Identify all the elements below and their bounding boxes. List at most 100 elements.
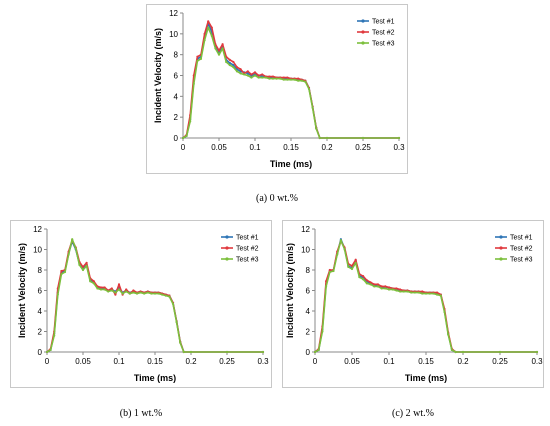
data-point-test-3 (103, 288, 106, 291)
data-point-test-3 (454, 350, 457, 354)
data-point-test-3 (315, 127, 318, 130)
x-tick-label: 0.05 (344, 357, 360, 366)
data-point-test-2 (362, 275, 365, 278)
data-point-test-3 (185, 134, 188, 138)
data-point-test-3 (179, 341, 182, 344)
data-point-test-3 (350, 267, 354, 271)
data-point-test-2 (103, 286, 106, 289)
data-point-test-3 (257, 76, 260, 79)
data-point-test-3 (339, 239, 342, 242)
data-point-test-2 (250, 73, 253, 76)
data-point-test-3 (225, 350, 229, 354)
data-point-test-3 (214, 47, 217, 50)
data-point-test-3 (78, 263, 81, 266)
data-point-test-3 (417, 291, 420, 294)
data-point-test-3 (447, 333, 450, 336)
data-point-test-3 (114, 291, 117, 294)
data-point-test-3 (121, 292, 124, 295)
y-tick-label: 0 (306, 348, 311, 357)
caption-c: (c) 2 wt.% (392, 408, 434, 419)
data-point-test-3 (307, 87, 311, 91)
x-tick-label: 0.1 (383, 357, 395, 366)
data-point-test-3 (271, 77, 275, 80)
y-tick-label: 8 (38, 266, 43, 275)
x-tick-label: 0.3 (393, 143, 405, 152)
data-point-test-3 (225, 60, 228, 64)
data-point-test-2 (210, 26, 213, 29)
data-point-test-3 (347, 265, 350, 269)
y-tick-label: 6 (38, 287, 43, 296)
data-point-test-3 (210, 34, 213, 38)
data-point-test-3 (461, 350, 465, 354)
y-tick-label: 6 (174, 72, 179, 81)
y-tick-label: 2 (174, 113, 179, 122)
x-tick-label: 0.2 (321, 143, 333, 152)
data-point-test-3 (107, 290, 110, 293)
legend-label-test-2: Test #2 (510, 246, 533, 253)
data-point-test-3 (196, 59, 199, 63)
data-point-test-3 (436, 293, 439, 296)
data-point-test-2 (232, 60, 235, 64)
legend-label-test-3: Test #3 (236, 257, 259, 264)
x-tick-label: 0.25 (492, 357, 508, 366)
data-point-test-3 (289, 78, 293, 81)
data-point-test-3 (361, 136, 365, 140)
data-point-test-3 (318, 136, 321, 140)
data-point-test-3 (391, 288, 394, 291)
data-point-test-3 (406, 290, 409, 293)
y-tick-label: 8 (306, 266, 311, 275)
data-point-test-3 (182, 350, 185, 354)
data-point-test-3 (376, 285, 379, 288)
data-point-test-3 (413, 291, 416, 294)
data-point-test-2 (217, 49, 221, 52)
legend-marker-test-3 (499, 257, 503, 261)
caption-a: (a) 0 wt.% (256, 193, 298, 204)
legend-label-test-1: Test #1 (372, 19, 395, 26)
data-point-test-2 (286, 76, 289, 79)
data-point-test-3 (150, 292, 153, 295)
data-point-test-2 (235, 66, 239, 69)
data-point-test-2 (399, 288, 402, 291)
data-point-test-3 (395, 289, 398, 292)
y-tick-label: 8 (174, 51, 179, 60)
data-point-test-3 (45, 350, 49, 354)
data-point-test-2 (253, 71, 257, 74)
data-point-test-3 (132, 291, 135, 294)
x-axis-label: Time (ms) (405, 373, 447, 383)
legend-marker-test-1 (499, 235, 503, 239)
y-tick-label: 12 (169, 9, 178, 18)
data-point-test-3 (399, 290, 402, 293)
y-axis-label: Incident Velocity (m/s) (285, 243, 295, 338)
legend-label-test-2: Test #2 (372, 30, 395, 37)
x-tick-label: 0.15 (418, 357, 434, 366)
series-line-test-2 (314, 240, 537, 353)
series-line-test-3 (46, 238, 263, 353)
x-tick-label: 0.05 (75, 357, 91, 366)
data-point-test-3 (365, 282, 368, 285)
data-point-test-3 (175, 321, 178, 324)
data-point-test-3 (221, 47, 224, 50)
data-point-test-2 (261, 73, 264, 76)
data-point-test-2 (395, 287, 398, 290)
data-point-test-3 (243, 73, 246, 76)
data-point-test-3 (261, 76, 264, 79)
data-point-test-3 (443, 310, 446, 314)
series-line-test-2 (46, 239, 263, 353)
data-point-test-3 (92, 282, 95, 285)
data-point-test-2 (196, 55, 199, 58)
data-point-test-3 (297, 79, 300, 82)
data-point-test-2 (421, 290, 424, 293)
data-point-test-3 (164, 294, 167, 297)
data-point-test-3 (71, 238, 74, 241)
data-point-test-3 (321, 330, 324, 333)
data-point-test-2 (384, 285, 387, 288)
data-point-test-3 (128, 292, 131, 295)
chart-panel-a: 0 2 4 6 8 10 12 0 0.05 0.1 0.15 0.2 0.25 0.3 Time (ms)… (146, 4, 408, 174)
y-tick-label: 4 (38, 307, 43, 316)
data-point-test-3 (96, 287, 99, 290)
data-point-test-3 (125, 290, 128, 293)
legend-marker-test-3 (225, 257, 229, 261)
x-tick-label: 0 (45, 357, 50, 366)
data-point-test-3 (432, 292, 435, 295)
legend-label-test-3: Test #3 (510, 257, 533, 264)
